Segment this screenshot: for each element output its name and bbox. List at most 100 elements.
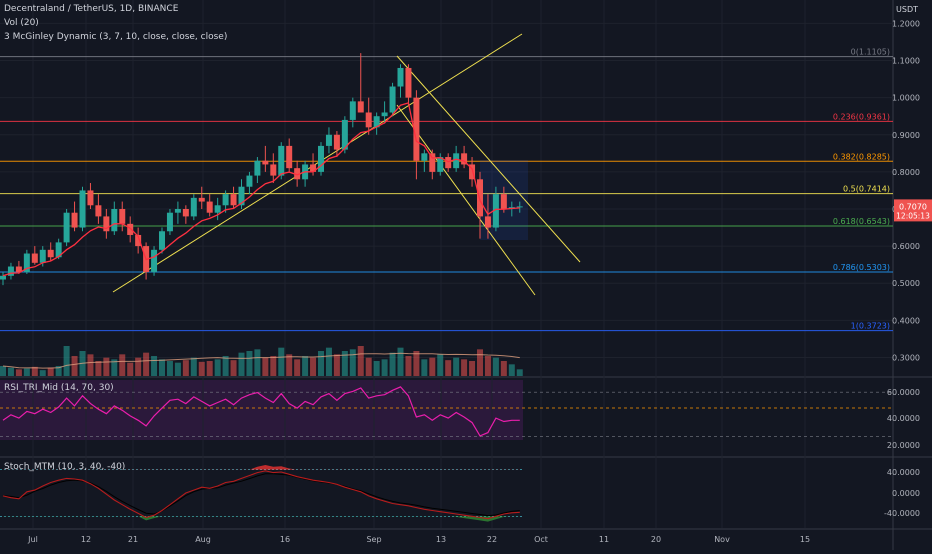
volume-bar	[421, 359, 428, 376]
volume-bar	[310, 357, 317, 376]
candle-body	[214, 205, 221, 213]
stoch-overbought-fill	[3, 465, 520, 470]
rsi-tick: 60.0000	[887, 388, 920, 397]
candle-body	[39, 249, 46, 263]
candle-body	[270, 164, 277, 176]
candle-body	[310, 164, 317, 172]
rsi-legend[interactable]: RSI_TRI_Mid (14, 70, 30)	[4, 383, 114, 393]
volume-bar	[7, 367, 14, 376]
volume-bar	[492, 357, 499, 376]
stoch-tick: 40.0000	[887, 468, 920, 477]
price-tick: 0.5000	[892, 279, 920, 288]
countdown: 12:05:13	[896, 211, 930, 220]
fib-label: 0.382(0.8285)	[833, 152, 890, 161]
candle-body	[238, 186, 245, 206]
volume-bar	[294, 359, 301, 376]
volume-bar	[365, 357, 372, 376]
candle-body	[318, 145, 324, 172]
time-tick: Aug	[195, 535, 211, 544]
volume-bar	[151, 356, 158, 376]
candle-body	[325, 134, 332, 146]
volume-bar	[302, 356, 309, 376]
volume-bar	[55, 366, 62, 376]
time-tick: 12	[81, 535, 91, 544]
trendlines[interactable]	[112, 33, 581, 296]
time-tick: 22	[487, 535, 497, 544]
candle-body	[111, 208, 118, 232]
volume-bar	[453, 357, 460, 376]
candle-body	[492, 194, 499, 228]
price-tick: 0.3000	[892, 353, 920, 362]
time-tick: 13	[436, 535, 446, 544]
volume-bar	[373, 361, 380, 376]
stoch-legend[interactable]: Stoch_MTM (10, 3, 40, -40)	[4, 462, 126, 472]
axes: USDT1.20001.10001.00000.90000.80000.7000…	[27, 5, 932, 544]
candle-body	[166, 212, 173, 232]
volume-bar	[0, 366, 6, 376]
volume-bar	[230, 360, 237, 376]
candle-body	[333, 134, 340, 150]
mcginley-legend[interactable]: 3 McGinley Dynamic (3, 7, 10, close, clo…	[4, 32, 228, 42]
volume-bar	[190, 357, 197, 376]
volume-bar	[39, 370, 46, 376]
volume-bar	[461, 359, 468, 376]
candle-body	[286, 145, 293, 169]
time-tick: 15	[800, 535, 810, 544]
descending-channel-lower	[396, 104, 536, 296]
rsi-tick: 20.0000	[887, 441, 920, 450]
candle-body	[421, 153, 428, 161]
rsi-tick: 40.0000	[887, 414, 920, 423]
candle-body	[71, 212, 78, 228]
candle-body	[95, 205, 102, 217]
volume-bar	[286, 354, 293, 376]
candle-body	[453, 153, 460, 169]
candle-body	[405, 67, 412, 98]
fib-label: 0.786(0.5303)	[833, 263, 890, 272]
fib-label: 0(1.1105)	[851, 48, 890, 57]
volume-legend[interactable]: Vol (20)	[4, 18, 39, 28]
candle-body	[182, 208, 189, 217]
volume-bar	[445, 360, 452, 376]
time-tick: Sep	[366, 535, 381, 544]
volume-bar	[325, 347, 332, 376]
volume-bar	[127, 362, 134, 376]
time-tick: Oct	[534, 535, 548, 544]
volume-bar	[318, 351, 324, 376]
fib-label: 1(0.3723)	[851, 322, 890, 331]
volume-bar	[516, 369, 523, 376]
candle-body	[206, 201, 213, 213]
rsi-line	[2, 386, 520, 437]
volume-bar	[71, 356, 78, 376]
volume-bar	[397, 347, 404, 376]
volume-bar	[198, 361, 205, 376]
candle-body	[63, 212, 70, 243]
price-tick: 0.4000	[892, 316, 920, 325]
candle-body	[389, 86, 396, 113]
candle-body	[31, 253, 38, 263]
volume-bar	[63, 346, 70, 376]
symbol-title[interactable]: Decentraland / TetherUS, 1D, BINANCE	[4, 4, 179, 14]
volume-bar	[87, 354, 94, 376]
price-tick: 1.1000	[892, 57, 920, 66]
volume-bar	[500, 361, 507, 376]
volume-bar	[238, 352, 245, 376]
volume-bar	[31, 366, 38, 376]
candle-body	[151, 249, 158, 273]
volume-bar	[174, 362, 181, 376]
stoch-line	[2, 470, 520, 520]
candle-body	[500, 194, 507, 209]
volume-bar	[182, 360, 189, 376]
volume-bar	[135, 357, 142, 376]
current-price-tag	[894, 199, 932, 222]
candle-body	[445, 157, 452, 169]
price-tick: 0.8000	[892, 168, 920, 177]
candle-body	[230, 194, 237, 206]
volume-bar	[143, 352, 150, 376]
volume-bar	[222, 356, 229, 376]
candle-body	[127, 223, 134, 235]
volume-bar	[389, 352, 396, 376]
volume-bar	[381, 359, 388, 376]
fib-label: 0.618(0.6543)	[833, 217, 890, 226]
